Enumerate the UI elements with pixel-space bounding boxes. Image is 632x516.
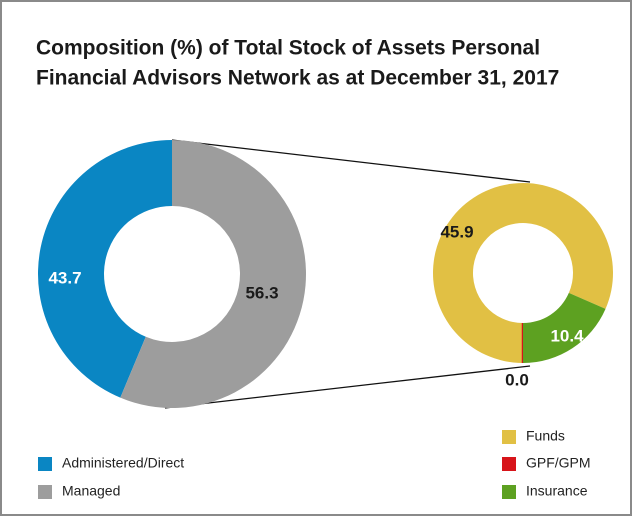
data-label: 43.7 <box>48 268 81 287</box>
legend-label: Administered/Direct <box>62 455 184 471</box>
legend-swatch <box>502 457 516 471</box>
legend-swatch <box>38 457 52 471</box>
chart-title: Composition (%) of Total Stock of Assets… <box>36 37 540 60</box>
donut-slice <box>522 292 606 363</box>
legend-swatch <box>502 430 516 444</box>
legend-swatch <box>38 485 52 499</box>
donut-slice <box>37 140 172 398</box>
legend-label: GPF/GPM <box>526 455 591 471</box>
legend-label: Insurance <box>526 483 588 499</box>
legend-label: Managed <box>62 483 120 499</box>
donut-slice <box>120 140 306 408</box>
donut-slice <box>433 182 613 363</box>
data-label: 0.0 <box>505 370 529 389</box>
connector <box>164 365 531 409</box>
connector <box>171 139 531 183</box>
data-label: 10.4 <box>550 326 584 345</box>
data-label: 56.3 <box>245 283 278 302</box>
legend-swatch <box>502 485 516 499</box>
chart-title: Financial Advisors Network as at Decembe… <box>36 67 559 90</box>
legend-label: Funds <box>526 428 565 444</box>
data-label: 45.9 <box>440 222 473 241</box>
